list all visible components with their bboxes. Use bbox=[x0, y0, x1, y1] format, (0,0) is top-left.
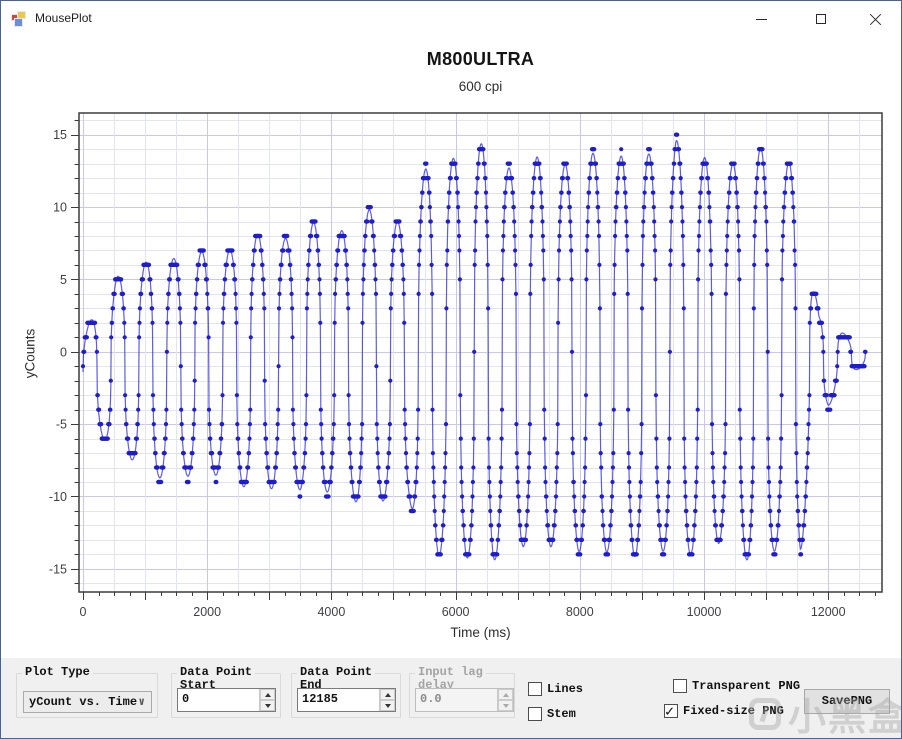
titlebar: MousePlot bbox=[1, 1, 901, 37]
y-tick-label: 15 bbox=[53, 128, 67, 142]
app-icon bbox=[11, 11, 28, 28]
x-tick-label: 10000 bbox=[687, 605, 722, 619]
down-arrow-icon bbox=[264, 703, 271, 708]
plot-type-value: yCount vs. Time bbox=[29, 695, 138, 709]
plot-type-label: Plot Type bbox=[22, 666, 93, 679]
input-lag-input: 0.0 bbox=[415, 688, 514, 712]
x-tick-label: 12000 bbox=[811, 605, 846, 619]
x-tick-label: 4000 bbox=[317, 605, 345, 619]
chevron-down-icon: ∨ bbox=[138, 697, 145, 709]
spinner-up-button[interactable] bbox=[380, 689, 395, 700]
spinner-up-button bbox=[498, 689, 513, 700]
plot-area: 0 2000 4000 6000 8000 10000 12000 -15 -10 -5 0 5 10 1… bbox=[49, 112, 883, 619]
down-arrow-icon bbox=[502, 703, 509, 708]
stem-checkbox[interactable]: ✓ Stem bbox=[528, 707, 576, 722]
spinner bbox=[259, 689, 275, 711]
data-point-end-groupbox: Data Point End 12185 bbox=[291, 666, 401, 718]
data-point-end-label: Data Point End bbox=[297, 666, 376, 692]
y-tick-label: 10 bbox=[53, 201, 67, 215]
close-icon bbox=[869, 13, 882, 26]
spinner-down-button[interactable] bbox=[260, 700, 275, 711]
x-tick-label: 0 bbox=[79, 605, 86, 619]
check-icon: ✓ bbox=[665, 704, 675, 721]
y-tick-label: -5 bbox=[56, 418, 67, 432]
minimize-icon bbox=[755, 18, 767, 20]
y-tick-label: 5 bbox=[60, 273, 67, 287]
fixed-size-png-checkbox[interactable]: ✓ Fixed-size PNG bbox=[664, 704, 784, 721]
up-arrow-icon bbox=[264, 692, 271, 697]
series-markers bbox=[80, 132, 868, 557]
checkbox-box: ✓ bbox=[528, 682, 542, 696]
x-tick-label: 6000 bbox=[442, 605, 470, 619]
spinner bbox=[379, 689, 395, 711]
input-lag-groupbox: Input lag delay 0.0 bbox=[409, 666, 515, 718]
maximize-icon bbox=[816, 14, 826, 24]
spinner bbox=[497, 689, 513, 711]
plot-type-groupbox: Plot Type yCount vs. Time ∨ bbox=[16, 666, 158, 718]
control-panel: Plot Type yCount vs. Time ∨ Data Point S… bbox=[1, 658, 901, 738]
y-tick-label: 0 bbox=[60, 345, 67, 359]
chart-title: M800ULTRA bbox=[426, 49, 535, 69]
close-button[interactable] bbox=[852, 1, 898, 37]
x-tick-label: 2000 bbox=[193, 605, 221, 619]
window-title: MousePlot bbox=[35, 11, 92, 25]
input-lag-label: Input lag delay bbox=[415, 666, 486, 692]
y-tick-label: -15 bbox=[49, 562, 67, 576]
spinner-up-button[interactable] bbox=[260, 689, 275, 700]
plot-type-combobox[interactable]: yCount vs. Time ∨ bbox=[23, 691, 152, 713]
checkbox-box: ✓ bbox=[664, 704, 678, 721]
up-arrow-icon bbox=[384, 692, 391, 697]
maximize-button[interactable] bbox=[798, 1, 844, 37]
lines-checkbox[interactable]: ✓ Lines bbox=[528, 682, 583, 697]
transparent-png-checkbox[interactable]: ✓ Transparent PNG bbox=[673, 679, 800, 694]
x-tick-label: 8000 bbox=[566, 605, 594, 619]
checkbox-box: ✓ bbox=[673, 679, 687, 693]
data-point-end-input[interactable]: 12185 bbox=[297, 688, 396, 712]
up-arrow-icon bbox=[502, 692, 509, 697]
spinner-down-button bbox=[498, 700, 513, 711]
tick-labels: 0 2000 4000 6000 8000 10000 12000 -15 -10 -5 0 5 10 1… bbox=[49, 128, 846, 619]
minimize-button[interactable] bbox=[738, 1, 784, 37]
down-arrow-icon bbox=[384, 703, 391, 708]
y-tick-label: -10 bbox=[49, 490, 67, 504]
gridlines bbox=[79, 113, 882, 592]
chart-subtitle: 600 cpi bbox=[458, 79, 503, 94]
x-axis-label: Time (ms) bbox=[450, 625, 511, 640]
checkbox-box: ✓ bbox=[528, 707, 542, 721]
data-point-start-input[interactable]: 0 bbox=[177, 688, 276, 712]
data-point-start-groupbox: Data Point Start 0 bbox=[171, 666, 281, 718]
save-png-button[interactable]: SavePNG bbox=[804, 689, 890, 714]
plot-frame bbox=[78, 112, 883, 593]
spinner-down-button[interactable] bbox=[380, 700, 395, 711]
